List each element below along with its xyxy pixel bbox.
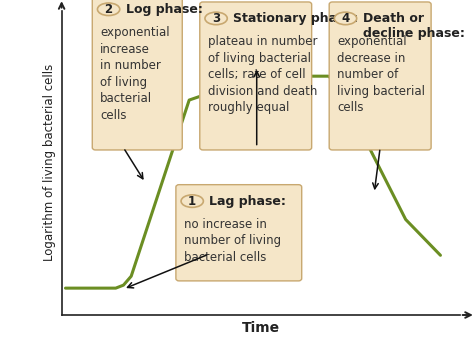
Text: Stationary phase:: Stationary phase:	[233, 12, 358, 25]
Ellipse shape	[181, 195, 203, 207]
Ellipse shape	[334, 12, 356, 25]
Text: Death or
decline phase:: Death or decline phase:	[363, 12, 465, 40]
Text: no increase in
number of living
bacterial cells: no increase in number of living bacteria…	[184, 218, 281, 264]
Ellipse shape	[98, 3, 120, 15]
Text: 3: 3	[212, 12, 220, 25]
Y-axis label: Logarithm of living bacterial cells: Logarithm of living bacterial cells	[43, 64, 56, 261]
Text: exponential
decrease in
number of
living bacterial
cells: exponential decrease in number of living…	[337, 35, 425, 114]
FancyBboxPatch shape	[92, 0, 182, 150]
Ellipse shape	[205, 12, 227, 25]
FancyBboxPatch shape	[176, 185, 302, 281]
Text: 4: 4	[341, 12, 350, 25]
Text: plateau in number
of living bacterial
cells; rate of cell
division and death
rou: plateau in number of living bacterial ce…	[208, 35, 317, 114]
Text: 2: 2	[105, 3, 113, 16]
Text: Lag phase:: Lag phase:	[210, 195, 286, 208]
Text: 1: 1	[188, 195, 196, 208]
FancyBboxPatch shape	[200, 2, 312, 150]
Text: Log phase:: Log phase:	[126, 3, 202, 16]
FancyBboxPatch shape	[329, 2, 431, 150]
Text: exponential
increase
in number
of living
bacterial
cells: exponential increase in number of living…	[100, 26, 170, 121]
X-axis label: Time: Time	[242, 321, 280, 335]
